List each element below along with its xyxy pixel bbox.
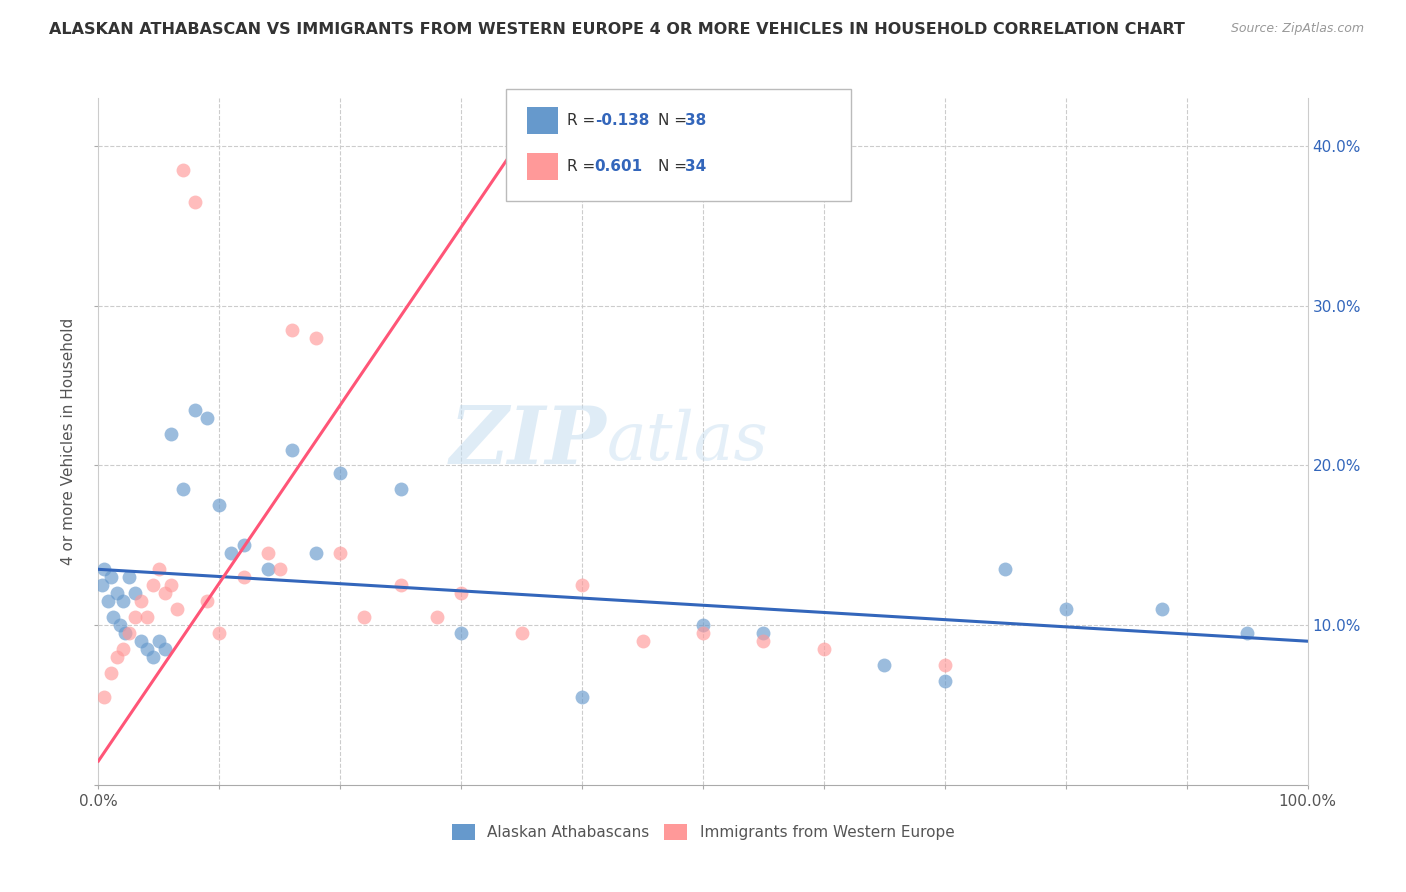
Point bbox=[148, 562, 170, 576]
Point bbox=[389, 483, 412, 497]
Point bbox=[256, 562, 278, 576]
Point bbox=[142, 650, 165, 665]
Point bbox=[631, 634, 654, 648]
Point bbox=[93, 690, 115, 705]
Point bbox=[1054, 602, 1077, 616]
Point bbox=[124, 586, 146, 600]
Point bbox=[97, 594, 120, 608]
Point bbox=[1236, 626, 1258, 640]
Point bbox=[105, 586, 128, 600]
Point bbox=[114, 626, 136, 640]
Text: R =: R = bbox=[567, 113, 600, 128]
Legend: Alaskan Athabascans, Immigrants from Western Europe: Alaskan Athabascans, Immigrants from Wes… bbox=[446, 818, 960, 846]
Point bbox=[1152, 602, 1174, 616]
Point bbox=[426, 610, 449, 624]
Point bbox=[752, 626, 775, 640]
Point bbox=[153, 642, 176, 657]
Point bbox=[389, 578, 412, 592]
Point bbox=[166, 602, 188, 616]
Point bbox=[135, 642, 157, 657]
Point bbox=[160, 578, 183, 592]
Text: N =: N = bbox=[658, 160, 692, 174]
Point bbox=[118, 570, 141, 584]
Text: -0.138: -0.138 bbox=[595, 113, 650, 128]
Point bbox=[450, 626, 472, 640]
Point bbox=[934, 674, 956, 689]
Point bbox=[184, 194, 207, 209]
Point bbox=[124, 610, 146, 624]
Point bbox=[153, 586, 176, 600]
Point bbox=[305, 546, 328, 560]
Point bbox=[111, 642, 134, 657]
Point bbox=[692, 626, 714, 640]
Point bbox=[813, 642, 835, 657]
Point bbox=[571, 690, 593, 705]
Point bbox=[160, 426, 183, 441]
Point bbox=[100, 666, 122, 681]
Point bbox=[105, 650, 128, 665]
Point bbox=[91, 578, 114, 592]
Point bbox=[752, 634, 775, 648]
Point bbox=[994, 562, 1017, 576]
Point bbox=[195, 410, 218, 425]
Y-axis label: 4 or more Vehicles in Household: 4 or more Vehicles in Household bbox=[60, 318, 76, 566]
Point bbox=[208, 626, 231, 640]
Point bbox=[281, 442, 304, 457]
Point bbox=[101, 610, 124, 624]
Point bbox=[305, 331, 328, 345]
Point bbox=[510, 626, 533, 640]
Point bbox=[256, 546, 278, 560]
Point bbox=[172, 483, 194, 497]
Text: Source: ZipAtlas.com: Source: ZipAtlas.com bbox=[1230, 22, 1364, 36]
Point bbox=[129, 634, 152, 648]
Point bbox=[232, 570, 254, 584]
Point bbox=[195, 594, 218, 608]
Point bbox=[281, 323, 304, 337]
Point bbox=[232, 538, 254, 552]
Point bbox=[184, 402, 207, 417]
Text: atlas: atlas bbox=[606, 409, 768, 475]
Point bbox=[129, 594, 152, 608]
Point bbox=[93, 562, 115, 576]
Point bbox=[108, 618, 131, 632]
Text: ALASKAN ATHABASCAN VS IMMIGRANTS FROM WESTERN EUROPE 4 OR MORE VEHICLES IN HOUSE: ALASKAN ATHABASCAN VS IMMIGRANTS FROM WE… bbox=[49, 22, 1185, 37]
Text: ZIP: ZIP bbox=[450, 403, 606, 480]
Point bbox=[353, 610, 375, 624]
Text: R =: R = bbox=[567, 160, 600, 174]
Point bbox=[118, 626, 141, 640]
Point bbox=[329, 546, 352, 560]
Text: 34: 34 bbox=[685, 160, 706, 174]
Text: N =: N = bbox=[658, 113, 692, 128]
Point bbox=[148, 634, 170, 648]
Point bbox=[329, 467, 352, 481]
Point bbox=[450, 586, 472, 600]
Point bbox=[221, 546, 243, 560]
Text: 38: 38 bbox=[685, 113, 706, 128]
Point bbox=[142, 578, 165, 592]
Point bbox=[208, 499, 231, 513]
Point bbox=[692, 618, 714, 632]
Point bbox=[571, 578, 593, 592]
Text: 0.601: 0.601 bbox=[595, 160, 643, 174]
Point bbox=[100, 570, 122, 584]
Point bbox=[172, 163, 194, 178]
Point bbox=[135, 610, 157, 624]
Point bbox=[269, 562, 291, 576]
Point bbox=[934, 658, 956, 673]
Point bbox=[873, 658, 896, 673]
Point bbox=[111, 594, 134, 608]
